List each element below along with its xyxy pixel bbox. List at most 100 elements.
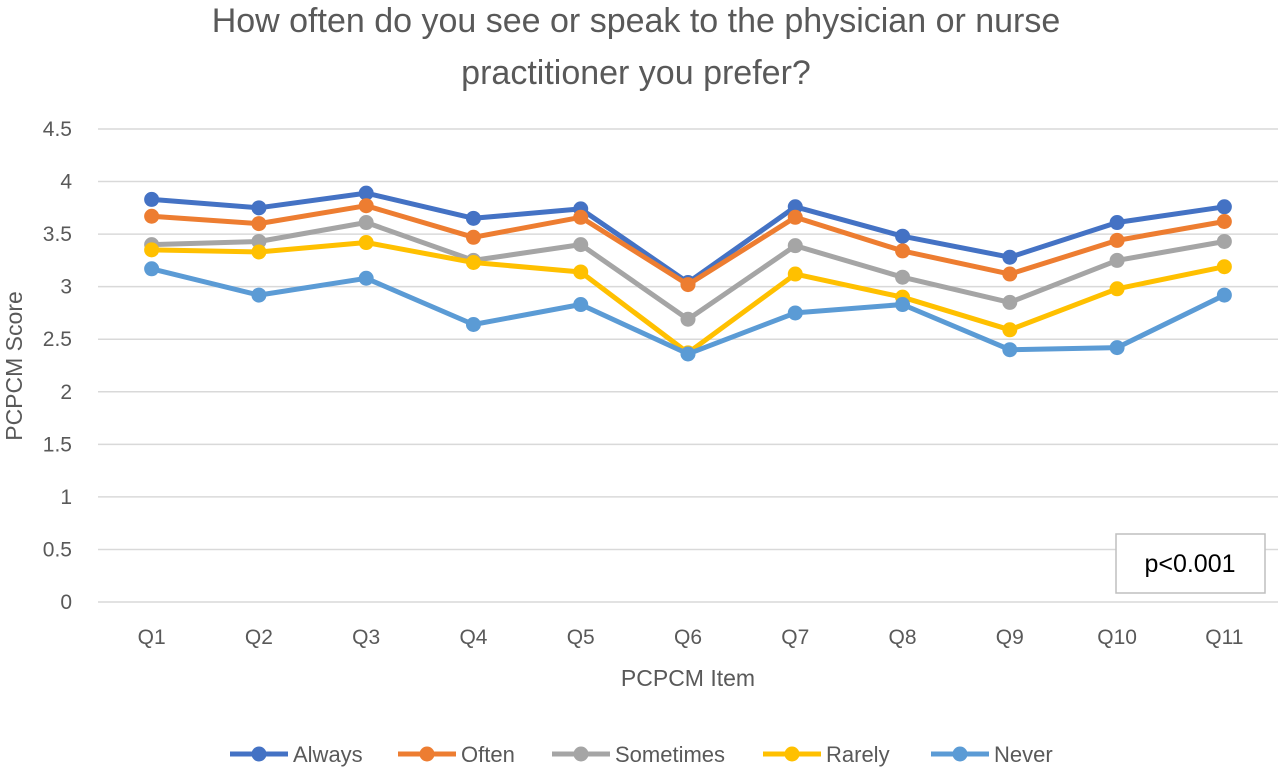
data-point-often-q1 xyxy=(144,208,160,224)
data-point-rarely-q4 xyxy=(465,254,481,270)
legend-label-rarely: Rarely xyxy=(826,742,890,767)
y-tick-label: 4 xyxy=(60,171,72,194)
series-line-always xyxy=(149,190,1227,285)
legend-item-always: Always xyxy=(230,742,363,767)
x-tick-label-q6: Q6 xyxy=(674,626,702,649)
x-tick-label-q5: Q5 xyxy=(567,626,595,649)
data-point-always-q7 xyxy=(787,199,803,215)
x-tick-label-q2: Q2 xyxy=(245,626,273,649)
data-point-rarely-q9 xyxy=(1002,322,1018,338)
data-point-often-q8 xyxy=(895,243,911,259)
data-point-rarely-q11 xyxy=(1216,259,1232,275)
data-point-often-q9 xyxy=(1002,266,1018,282)
data-point-never-q6 xyxy=(680,346,696,362)
legend-marker-never xyxy=(952,746,968,762)
data-point-sometimes-q10 xyxy=(1109,252,1125,268)
x-tick-label-q9: Q9 xyxy=(996,626,1024,649)
data-point-rarely-q1 xyxy=(144,242,160,258)
series-line-sometimes xyxy=(149,220,1227,322)
gridlines xyxy=(98,128,1278,603)
annotation-box xyxy=(1115,533,1266,594)
legend-marker-often xyxy=(419,746,435,762)
x-tick-label-q3: Q3 xyxy=(352,626,380,649)
legend-label-never: Never xyxy=(994,742,1053,767)
series-always xyxy=(144,185,1232,290)
y-tick-label: 1 xyxy=(60,486,72,509)
data-point-never-q9 xyxy=(1002,342,1018,358)
y-axis-label: PCPCM Score xyxy=(1,291,27,441)
data-point-always-q3 xyxy=(358,185,374,201)
y-tick-label: 2.5 xyxy=(43,328,72,351)
x-tick-label-q7: Q7 xyxy=(781,626,809,649)
series-often xyxy=(144,198,1232,293)
p-value-annotation: p<0.001 xyxy=(1115,533,1266,594)
data-point-sometimes-q2 xyxy=(251,233,267,249)
y-tick-label: 2 xyxy=(60,381,72,404)
y-tick-label: 0 xyxy=(60,591,72,614)
legend-label-often: Often xyxy=(461,742,515,767)
y-tick-label: 0.5 xyxy=(43,538,72,561)
data-point-always-q4 xyxy=(465,210,481,226)
data-point-often-q5 xyxy=(573,209,589,225)
data-point-often-q2 xyxy=(251,216,267,232)
series-never xyxy=(144,261,1232,362)
legend-label-sometimes: Sometimes xyxy=(615,742,725,767)
data-point-rarely-q3 xyxy=(358,235,374,251)
data-point-never-q4 xyxy=(465,317,481,333)
legend-marker-rarely xyxy=(784,746,800,762)
legend-label-always: Always xyxy=(293,742,363,767)
y-axis-ticks: 0 0.5 1 1.5 2 2.5 3 3.5 4 4.5 xyxy=(43,118,73,614)
data-point-never-q8 xyxy=(895,297,911,313)
y-tick-label: 3.5 xyxy=(43,223,72,246)
data-point-always-q2 xyxy=(251,200,267,216)
data-point-often-q7 xyxy=(787,209,803,225)
data-point-rarely-q2 xyxy=(251,244,267,260)
data-point-always-q11 xyxy=(1216,199,1232,215)
x-tick-label-q11: Q11 xyxy=(1205,626,1243,649)
data-point-sometimes-q7 xyxy=(787,238,803,254)
data-point-often-q3 xyxy=(358,198,374,214)
legend: Always Often Sometimes Rarely Never xyxy=(230,742,1053,767)
data-point-never-q3 xyxy=(358,270,374,286)
data-point-never-q10 xyxy=(1109,340,1125,356)
data-point-sometimes-q6 xyxy=(680,311,696,327)
data-point-rarely-q10 xyxy=(1109,281,1125,297)
data-point-often-q10 xyxy=(1109,232,1125,248)
data-point-always-q9 xyxy=(1002,249,1018,265)
x-tick-label-q1: Q1 xyxy=(138,626,166,649)
data-point-never-q7 xyxy=(787,305,803,321)
data-point-sometimes-q5 xyxy=(573,237,589,253)
data-point-never-q5 xyxy=(573,297,589,313)
x-axis-ticks: Q1 Q2 Q3 Q4 Q5 Q6 Q7 Q8 Q9 Q10 Q11 xyxy=(138,626,1244,649)
data-point-often-q6 xyxy=(680,277,696,293)
series-sometimes xyxy=(144,215,1232,327)
y-tick-label: 4.5 xyxy=(43,118,72,141)
x-axis-label: PCPCM Item xyxy=(621,665,755,691)
legend-item-never: Never xyxy=(931,742,1053,767)
chart-title-line-2: practitioner you prefer? xyxy=(461,54,811,92)
data-point-often-q11 xyxy=(1216,213,1232,229)
data-point-never-q2 xyxy=(251,287,267,303)
data-point-sometimes-q9 xyxy=(1002,294,1018,310)
data-point-often-q4 xyxy=(465,229,481,245)
data-point-sometimes-q8 xyxy=(895,269,911,285)
data-point-always-q10 xyxy=(1109,215,1125,231)
legend-marker-always xyxy=(251,746,267,762)
x-tick-label-q8: Q8 xyxy=(889,626,917,649)
chart-title-line-1: How often do you see or speak to the phy… xyxy=(212,2,1061,40)
series-lines xyxy=(144,185,1232,362)
y-tick-label: 1.5 xyxy=(43,433,72,456)
legend-item-sometimes: Sometimes xyxy=(552,742,725,767)
data-point-sometimes-q3 xyxy=(358,215,374,231)
legend-item-often: Often xyxy=(398,742,515,767)
legend-marker-sometimes xyxy=(573,746,589,762)
data-point-always-q1 xyxy=(144,191,160,207)
data-point-never-q1 xyxy=(144,261,160,277)
y-tick-label: 3 xyxy=(60,276,72,299)
data-point-never-q11 xyxy=(1216,287,1232,303)
annotation-text: p<0.001 xyxy=(1144,550,1235,578)
data-point-rarely-q7 xyxy=(787,266,803,282)
x-tick-label-q10: Q10 xyxy=(1097,626,1137,649)
data-point-always-q8 xyxy=(895,228,911,244)
